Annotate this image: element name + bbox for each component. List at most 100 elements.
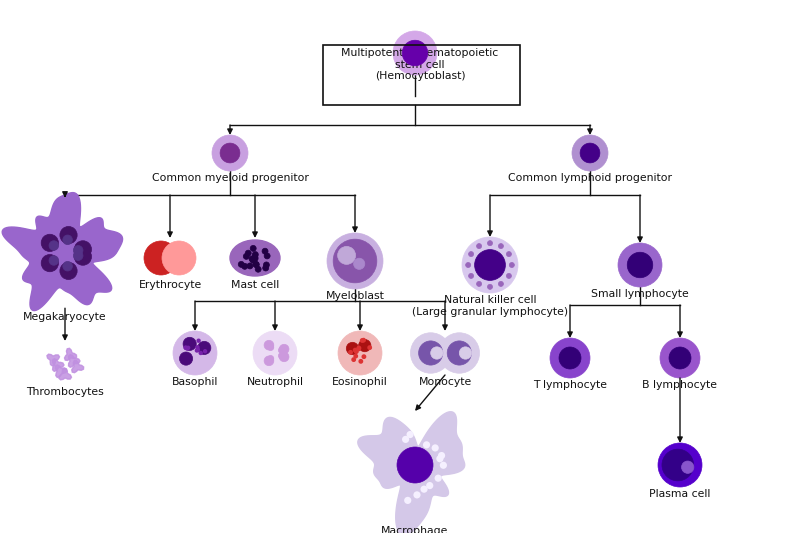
Circle shape <box>440 462 447 469</box>
Circle shape <box>361 338 366 343</box>
Text: Basophil: Basophil <box>172 377 218 387</box>
Circle shape <box>253 262 259 268</box>
Circle shape <box>74 241 91 258</box>
Circle shape <box>49 241 58 251</box>
Text: Monocyte: Monocyte <box>418 377 472 387</box>
Circle shape <box>253 261 259 268</box>
Polygon shape <box>53 359 64 372</box>
Circle shape <box>185 346 190 351</box>
Circle shape <box>268 344 274 351</box>
Circle shape <box>426 482 434 489</box>
Circle shape <box>469 252 474 256</box>
Text: Myeloblast: Myeloblast <box>326 291 385 301</box>
Circle shape <box>162 241 196 275</box>
Bar <box>323 45 520 105</box>
Text: Common myeloid progenitor: Common myeloid progenitor <box>151 173 309 183</box>
Circle shape <box>660 338 700 378</box>
Polygon shape <box>65 349 77 360</box>
Text: Erythrocyte: Erythrocyte <box>138 280 202 290</box>
Circle shape <box>62 261 72 271</box>
Circle shape <box>246 250 251 256</box>
Circle shape <box>60 262 77 279</box>
Circle shape <box>327 233 383 289</box>
Circle shape <box>367 345 372 350</box>
Circle shape <box>357 345 362 350</box>
Circle shape <box>41 254 58 272</box>
Text: Mast cell: Mast cell <box>231 280 279 290</box>
Text: Megakaryocyte: Megakaryocyte <box>23 312 107 322</box>
Circle shape <box>434 474 442 482</box>
Circle shape <box>462 237 518 293</box>
Text: Eosinophil: Eosinophil <box>332 377 388 387</box>
Circle shape <box>74 248 91 265</box>
Circle shape <box>183 337 196 351</box>
Circle shape <box>669 347 691 369</box>
Circle shape <box>658 443 702 487</box>
Circle shape <box>559 347 581 369</box>
Circle shape <box>682 461 694 473</box>
Circle shape <box>397 447 433 483</box>
Text: Natural killer cell
(Large granular lymphocyte): Natural killer cell (Large granular lymp… <box>412 295 568 317</box>
Circle shape <box>74 246 83 255</box>
Circle shape <box>406 431 414 438</box>
Circle shape <box>438 452 445 459</box>
Circle shape <box>550 338 590 378</box>
Circle shape <box>430 347 443 359</box>
Circle shape <box>203 349 207 353</box>
Circle shape <box>477 281 482 286</box>
Circle shape <box>144 241 178 275</box>
Circle shape <box>506 273 511 278</box>
Circle shape <box>477 244 482 248</box>
Circle shape <box>498 244 503 248</box>
Circle shape <box>179 352 193 365</box>
Circle shape <box>474 249 506 280</box>
Circle shape <box>506 252 511 256</box>
Circle shape <box>414 491 421 498</box>
Circle shape <box>60 227 77 244</box>
Circle shape <box>346 342 358 354</box>
Text: Macrophage: Macrophage <box>382 526 449 533</box>
Circle shape <box>262 265 269 271</box>
Circle shape <box>49 256 58 265</box>
Circle shape <box>618 243 662 287</box>
Circle shape <box>362 354 366 359</box>
Circle shape <box>510 262 514 268</box>
Circle shape <box>358 359 363 364</box>
Circle shape <box>186 345 190 350</box>
Text: T lymphocyte: T lymphocyte <box>533 380 607 390</box>
Circle shape <box>410 333 451 373</box>
Circle shape <box>498 281 503 286</box>
Circle shape <box>262 248 268 254</box>
Circle shape <box>264 340 274 350</box>
Circle shape <box>268 356 274 362</box>
Circle shape <box>459 347 472 359</box>
Polygon shape <box>69 354 80 367</box>
Circle shape <box>173 331 217 375</box>
Circle shape <box>197 338 201 343</box>
Circle shape <box>194 348 199 353</box>
Circle shape <box>354 349 358 354</box>
Circle shape <box>627 252 653 278</box>
Circle shape <box>198 341 211 354</box>
Circle shape <box>264 356 274 366</box>
Polygon shape <box>55 365 67 377</box>
Circle shape <box>431 445 438 451</box>
Circle shape <box>447 341 471 365</box>
Circle shape <box>278 347 285 353</box>
Circle shape <box>436 455 443 462</box>
Circle shape <box>338 246 355 264</box>
Circle shape <box>198 351 203 355</box>
Polygon shape <box>358 412 465 533</box>
Circle shape <box>220 143 240 163</box>
Text: B lymphocyte: B lymphocyte <box>642 380 718 390</box>
Circle shape <box>41 234 58 252</box>
Circle shape <box>242 263 248 269</box>
Text: Neutrophil: Neutrophil <box>246 377 303 387</box>
Ellipse shape <box>230 240 280 276</box>
Polygon shape <box>59 368 71 380</box>
Circle shape <box>243 253 250 260</box>
Circle shape <box>238 261 244 268</box>
Circle shape <box>580 143 600 163</box>
Circle shape <box>184 346 188 350</box>
Circle shape <box>279 352 289 362</box>
